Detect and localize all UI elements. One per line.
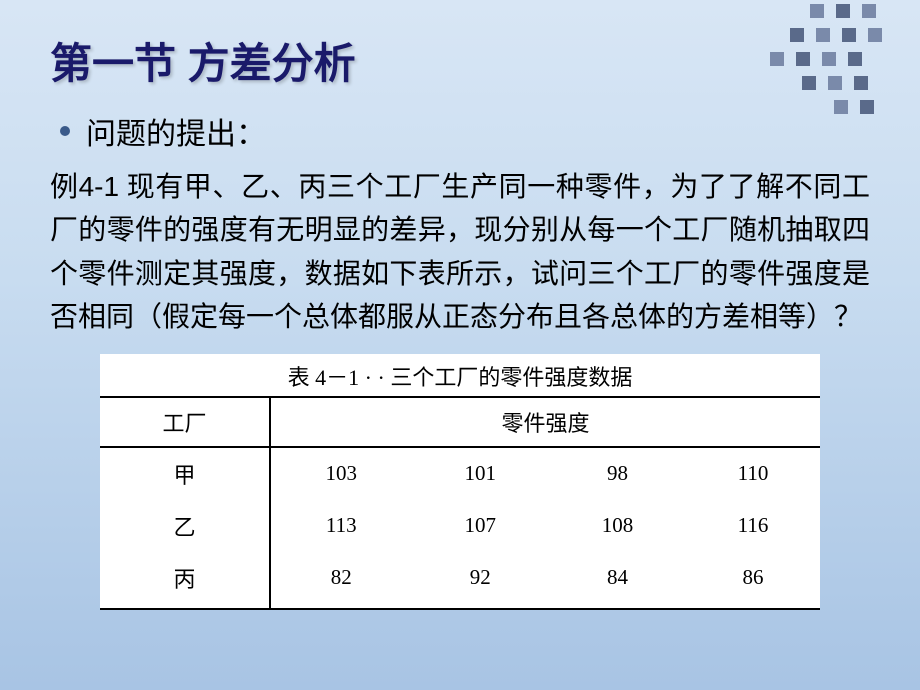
decor-square <box>836 4 850 18</box>
cell-value: 110 <box>686 447 820 500</box>
cell-value: 107 <box>412 500 549 552</box>
table-header-row: 工厂 零件强度 <box>100 398 820 447</box>
decor-square <box>822 52 836 66</box>
header-factory: 工厂 <box>100 398 270 447</box>
cell-value: 98 <box>549 447 686 500</box>
cell-value: 101 <box>412 447 549 500</box>
cell-value: 84 <box>549 552 686 608</box>
decor-square <box>828 76 842 90</box>
decor-square <box>796 52 810 66</box>
decor-square <box>802 76 816 90</box>
decor-square <box>810 4 824 18</box>
decor-square <box>868 28 882 42</box>
cell-value: 108 <box>549 500 686 552</box>
decor-square <box>816 28 830 42</box>
table-row: 乙113107108116 <box>100 500 820 552</box>
body-text: 现有甲、乙、丙三个工厂生产同一种零件，为了了解不同工厂的零件的强度有无明显的差异… <box>50 172 870 333</box>
cell-value: 103 <box>270 447 412 500</box>
cell-factory: 甲 <box>100 447 270 500</box>
table-row: 丙82928486 <box>100 552 820 608</box>
bullet-icon <box>60 126 70 136</box>
decor-square <box>770 52 784 66</box>
example-label: 例4-1 <box>50 171 119 202</box>
cell-factory: 丙 <box>100 552 270 608</box>
table: 工厂 零件强度 甲10310198110乙113107108116丙829284… <box>100 398 820 608</box>
cell-factory: 乙 <box>100 500 270 552</box>
decor-square <box>862 4 876 18</box>
cell-value: 86 <box>686 552 820 608</box>
decor-square <box>848 52 862 66</box>
table-row: 甲10310198110 <box>100 447 820 500</box>
decor-square <box>790 28 804 42</box>
example-text: 例4-1 现有甲、乙、丙三个工厂生产同一种零件，为了了解不同工厂的零件的强度有无… <box>0 161 920 340</box>
decor-square <box>860 100 874 114</box>
data-table: 表 4－1 · · 三个工厂的零件强度数据 工厂 零件强度 甲103101981… <box>100 354 820 610</box>
decor-square <box>842 28 856 42</box>
decor-square <box>854 76 868 90</box>
table-caption: 表 4－1 · · 三个工厂的零件强度数据 <box>100 354 820 398</box>
cell-value: 92 <box>412 552 549 608</box>
decor-square <box>834 100 848 114</box>
bullet-text: 问题的提出： <box>86 109 266 153</box>
corner-decoration <box>690 0 920 140</box>
header-strength: 零件强度 <box>270 398 820 447</box>
cell-value: 113 <box>270 500 412 552</box>
cell-value: 82 <box>270 552 412 608</box>
cell-value: 116 <box>686 500 820 552</box>
